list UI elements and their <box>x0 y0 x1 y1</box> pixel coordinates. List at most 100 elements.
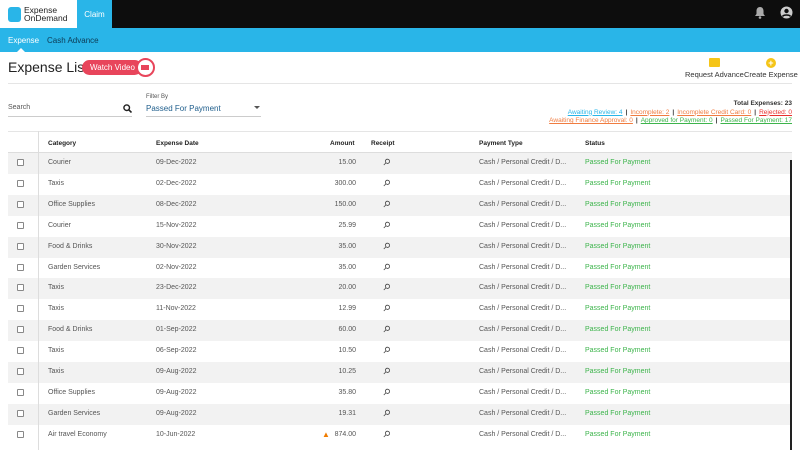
paperclip-icon[interactable]: ⚲ <box>380 260 393 273</box>
paperclip-icon[interactable]: ⚲ <box>380 198 393 210</box>
cell-amount: 300.00 <box>334 179 356 187</box>
cell-expense-date: 30-Nov-2022 <box>156 242 197 250</box>
cell-expense-date: 15-Nov-2022 <box>156 221 197 229</box>
table-row[interactable]: Food & Drinks 01-Sep-2022 60.00 Cash / Pers… <box>8 320 792 342</box>
row-checkbox[interactable] <box>17 263 24 271</box>
table-row[interactable]: Taxis 09-Aug-2022 10.25 Cash / Personal Cre… <box>8 362 792 383</box>
paperclip-icon[interactable]: ⚲ <box>380 239 393 252</box>
col-expense-date[interactable]: Expense Date <box>156 140 199 147</box>
table-row[interactable]: Taxis 06-Sep-2022 10.50 Cash / Personal Cre… <box>8 341 792 362</box>
expense-stats: Total Expenses: 23 Awaiting Review: 4 | In… <box>549 100 792 126</box>
cell-expense-date: 09-Aug-2022 <box>156 388 197 396</box>
cell-status: Passed For Payment <box>585 326 651 334</box>
paperclip-icon[interactable]: ⚲ <box>380 365 393 378</box>
filter-dropdown[interactable]: Passed For Payment <box>146 104 221 113</box>
paperclip-icon[interactable]: ⚲ <box>380 302 393 315</box>
active-caret <box>17 48 25 52</box>
col-category[interactable]: Category <box>48 140 77 147</box>
row-checkbox[interactable] <box>17 200 24 208</box>
table-row[interactable]: Garden Services 02-Nov-2022 35.00 Cash / Pe… <box>8 258 792 279</box>
col-amount[interactable]: Amount <box>330 140 355 147</box>
cell-expense-date: 11-Nov-2022 <box>156 305 196 313</box>
cell-status: Passed For Payment <box>585 305 651 313</box>
paperclip-icon[interactable]: ⚲ <box>380 427 393 440</box>
row-checkbox[interactable] <box>17 305 24 313</box>
paperclip-icon[interactable]: ⚲ <box>380 177 393 189</box>
stat-link[interactable]: Incomplete: 2 <box>630 108 670 116</box>
row-checkbox[interactable] <box>17 159 24 166</box>
row-checkbox[interactable] <box>17 221 24 229</box>
stat-link[interactable]: Passed For Payment: 17 <box>720 117 792 124</box>
table-row[interactable]: Courier 15-Nov-2022 25.99 Cash / Personal C… <box>8 216 792 237</box>
table-row[interactable]: Taxis 11-Nov-2022 12.99 Cash / Personal Cre… <box>8 299 792 320</box>
watch-video-button[interactable]: Watch Video <box>82 60 142 75</box>
row-checkbox[interactable] <box>17 368 24 375</box>
col-status[interactable]: Status <box>585 140 605 147</box>
wallet-icon <box>708 58 720 67</box>
logo-text: Expense <box>24 5 58 15</box>
table-row[interactable]: Taxis 23-Dec-2022 20.00 Cash / Personal Cre… <box>8 278 792 300</box>
video-camera-icon[interactable] <box>136 58 155 77</box>
row-checkbox[interactable] <box>17 347 24 355</box>
chevron-down-icon[interactable] <box>254 106 260 109</box>
paperclip-icon[interactable]: ⚲ <box>380 407 393 419</box>
cell-category: Garden Services <box>48 409 101 417</box>
cell-status: Passed For Payment <box>585 159 651 166</box>
search-input[interactable]: Search <box>8 104 31 111</box>
cell-status: Passed For Payment <box>585 179 651 187</box>
create-expense-button[interactable]: + Create Expense <box>744 58 798 79</box>
stat-link[interactable]: Rejected: 0 <box>759 108 792 116</box>
stat-link[interactable]: Approved for Payment: 0 <box>640 117 713 124</box>
table-row[interactable]: Courier 09-Dec-2022 15.00 Cash / Personal C… <box>8 153 792 174</box>
table-row[interactable]: Garden Services 09-Aug-2022 19.31 Cash / Pe… <box>8 403 792 425</box>
separator: | <box>625 108 628 116</box>
row-checkbox[interactable] <box>17 242 24 250</box>
stat-link[interactable]: Awaiting Review: 4 <box>567 108 623 116</box>
row-checkbox[interactable] <box>17 284 24 292</box>
cell-payment-type: Cash / Personal Credit / D... <box>479 200 567 208</box>
logo[interactable]: Expense OnDemand <box>0 0 77 28</box>
paperclip-icon[interactable]: ⚲ <box>380 156 393 169</box>
table-row[interactable]: Office Supplies 08-Dec-2022 150.00 Cash / P… <box>8 194 792 216</box>
nav-cash-advance[interactable]: Cash Advance <box>47 36 99 45</box>
cell-expense-date: 09-Dec-2022 <box>156 159 197 166</box>
cell-payment-type: Cash / Personal Credit / D... <box>479 242 567 250</box>
cell-category: Courier <box>48 159 71 166</box>
stat-link[interactable]: Incomplete Credit Card: 0 <box>677 108 752 116</box>
paperclip-icon[interactable]: ⚲ <box>380 323 393 336</box>
warning-icon: ▲ <box>322 429 330 439</box>
paperclip-icon[interactable]: ⚲ <box>380 386 393 398</box>
cell-expense-date: 09-Aug-2022 <box>156 409 197 417</box>
cell-expense-date: 02-Dec-2022 <box>156 179 197 187</box>
table-row[interactable]: Air travel Economy 10-Jun-2022 874.00 Cash … <box>8 425 792 446</box>
search-icon[interactable] <box>123 104 132 113</box>
cell-amount: 60.00 <box>338 326 356 334</box>
col-receipt[interactable]: Receipt <box>371 140 395 147</box>
tab-claim[interactable]: Claim <box>77 0 112 28</box>
paperclip-icon[interactable]: ⚲ <box>380 218 393 231</box>
row-checkbox[interactable] <box>17 409 24 417</box>
paperclip-icon[interactable]: ⚲ <box>380 344 393 357</box>
user-avatar-icon[interactable] <box>780 6 793 19</box>
cell-status: Passed For Payment <box>585 409 651 417</box>
table-row[interactable]: Office Supplies 09-Aug-2022 35.80 Cash / Pe… <box>8 383 792 404</box>
table-row[interactable]: Taxis 02-Dec-2022 300.00 Cash / Personal Cr… <box>8 174 792 195</box>
nav-expense[interactable]: Expense <box>8 36 40 45</box>
cell-category: Taxis <box>48 368 64 375</box>
scrollbar[interactable] <box>790 160 792 450</box>
row-checkbox[interactable] <box>17 179 24 187</box>
bell-icon[interactable] <box>754 6 766 19</box>
table-row[interactable]: Food & Drinks 30-Nov-2022 35.00 Cash / Pers… <box>8 236 792 258</box>
request-advance-button[interactable]: Request Advance <box>685 58 744 79</box>
row-checkbox[interactable] <box>17 430 24 438</box>
row-checkbox[interactable] <box>17 326 24 334</box>
cell-status: Passed For Payment <box>585 221 651 229</box>
stat-link[interactable]: Awaiting Finance Approval: 0 <box>549 117 633 124</box>
cell-status: Passed For Payment <box>585 200 651 208</box>
cell-category: Taxis <box>48 347 64 355</box>
cell-amount: 12.99 <box>338 305 356 313</box>
row-checkbox[interactable] <box>17 388 24 396</box>
paperclip-icon[interactable]: ⚲ <box>380 281 393 294</box>
col-payment-type[interactable]: Payment Type <box>479 140 523 147</box>
cell-payment-type: Cash / Personal Credit / D... <box>479 305 567 313</box>
